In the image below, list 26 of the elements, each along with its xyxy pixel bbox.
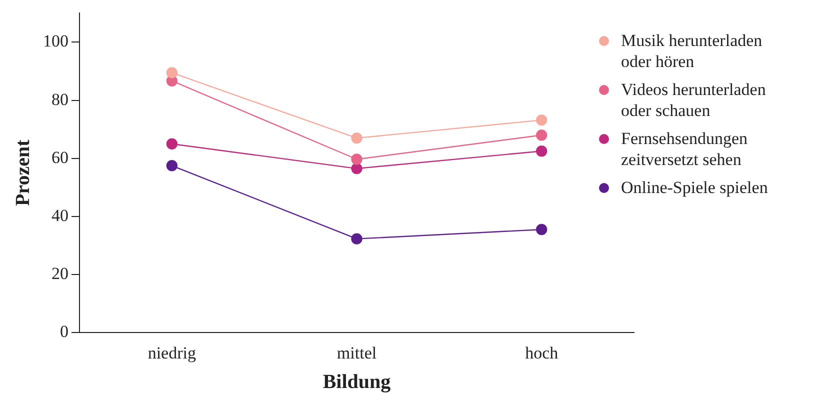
point xyxy=(536,146,548,157)
point xyxy=(351,233,362,244)
point xyxy=(536,130,548,141)
point xyxy=(166,67,178,78)
point xyxy=(166,138,178,150)
legend-label: Online-Spiele spielen xyxy=(621,177,768,198)
y-tick-label: 100 xyxy=(43,32,68,51)
y-axis-title: Prozent xyxy=(12,139,34,206)
y-tick-label: 80 xyxy=(52,90,68,109)
x-tick-label: niedrig xyxy=(148,343,196,362)
point xyxy=(351,154,362,165)
legend-label: Musik herunterladen oder hören xyxy=(621,30,764,72)
point xyxy=(351,162,362,174)
y-tick-label: 40 xyxy=(52,206,68,225)
x-tick-label: mittel xyxy=(336,343,377,362)
x-axis-title: Bildung xyxy=(322,371,391,394)
point xyxy=(166,160,178,172)
y-tick-label: 0 xyxy=(60,322,68,342)
point xyxy=(536,224,548,236)
legend-label: Videos herunterladen oder schauen xyxy=(621,79,767,121)
point xyxy=(536,114,548,126)
x-tick-label: hoch xyxy=(525,343,559,362)
y-tick-label: 60 xyxy=(52,148,68,167)
point xyxy=(351,132,362,144)
legend-label: Fernsehsendungen zeitversetzt sehen xyxy=(621,128,749,170)
y-tick-label: 20 xyxy=(52,264,68,283)
